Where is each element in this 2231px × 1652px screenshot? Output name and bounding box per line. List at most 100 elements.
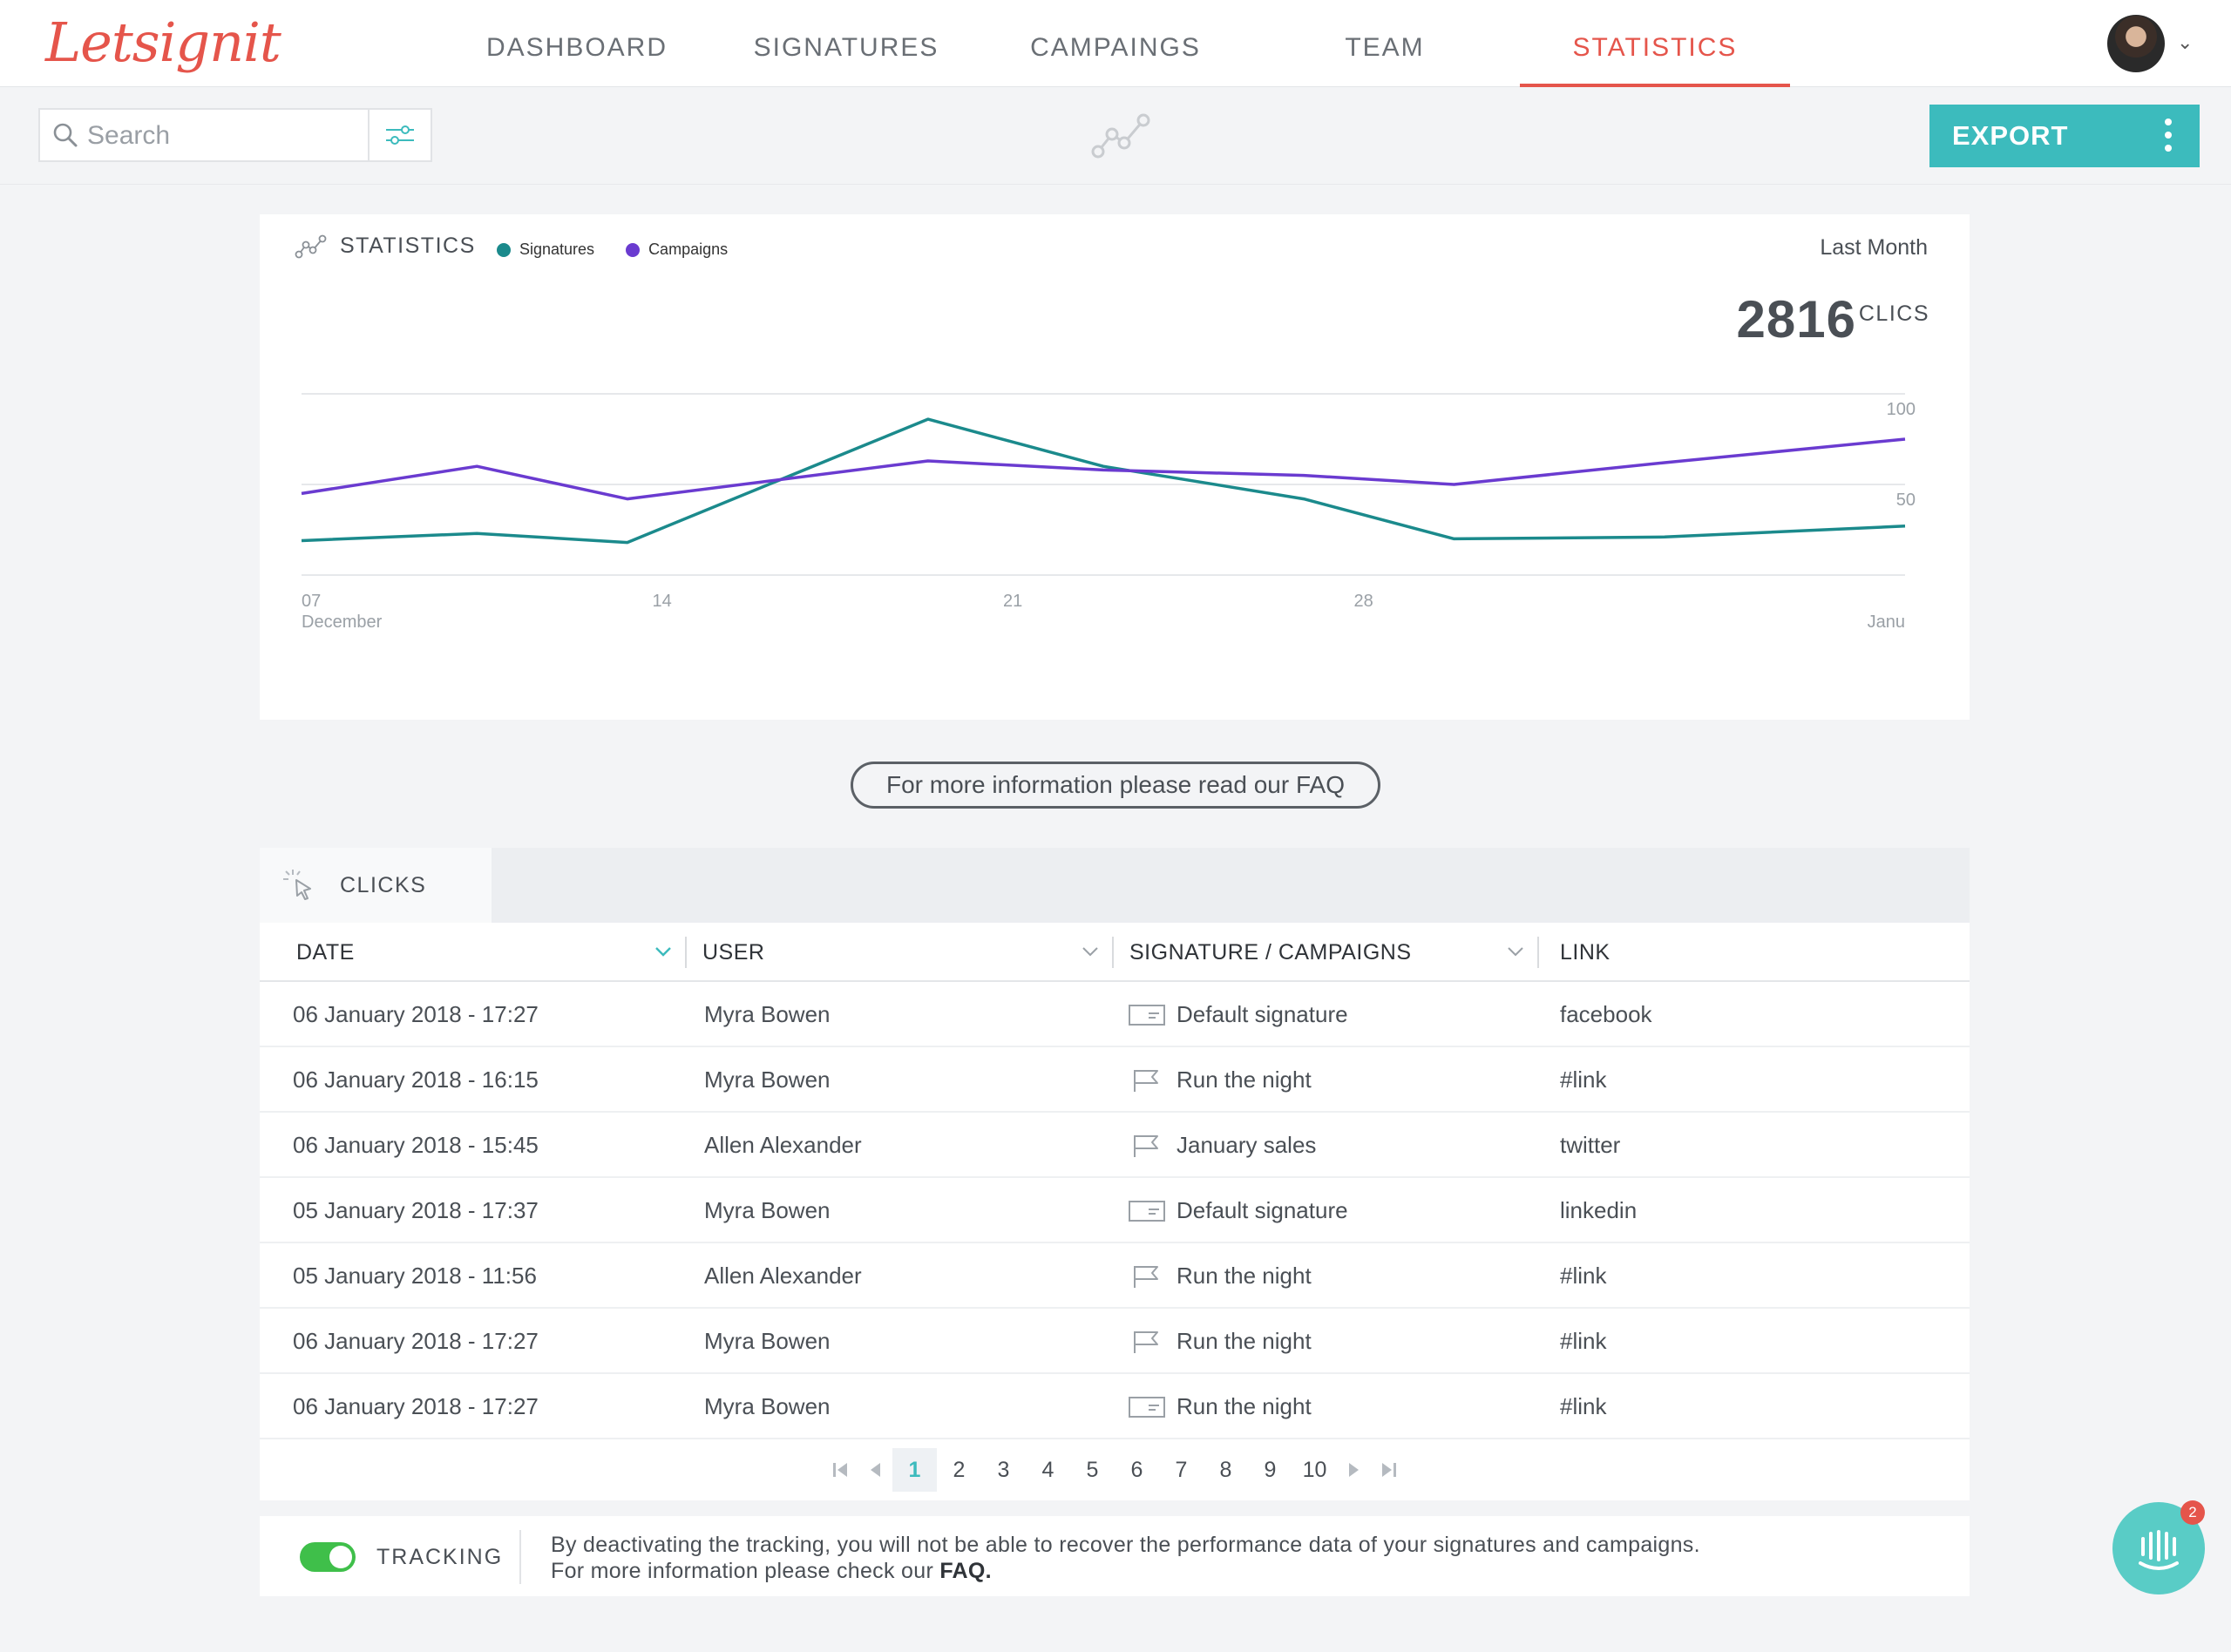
x-tick-label: 14 xyxy=(653,592,672,611)
cell-link[interactable]: linkedin xyxy=(1560,1197,1638,1223)
sort-chevron-icon[interactable] xyxy=(1081,942,1100,961)
page-number-7[interactable]: 7 xyxy=(1175,1458,1188,1482)
divider xyxy=(519,1530,521,1584)
previous-page-icon[interactable] xyxy=(858,1448,892,1492)
page-number-1[interactable]: 1 xyxy=(892,1448,937,1492)
top-navigation-bar: Letsignit DASHBOARD SIGNATURES CAMPAINGS… xyxy=(0,0,2231,87)
tab-clicks[interactable]: CLICKS xyxy=(260,848,492,923)
cell-date: 06 January 2018 - 15:45 xyxy=(293,1132,539,1158)
clicks-tab-label: CLICKS xyxy=(340,872,427,897)
sort-chevron-icon[interactable] xyxy=(654,942,673,961)
export-button[interactable]: EXPORT xyxy=(1929,105,2200,167)
tracking-faq-link[interactable]: FAQ. xyxy=(939,1559,992,1583)
nav-signatures[interactable]: SIGNATURES xyxy=(753,33,939,62)
cell-signature-campaign[interactable]: Run the night xyxy=(1177,1263,1312,1289)
table-header: DATE USER SIGNATURE / CAMPAIGNS LINK xyxy=(260,923,1970,982)
page-number-4[interactable]: 4 xyxy=(1041,1458,1054,1482)
nav-team[interactable]: TEAM xyxy=(1345,33,1425,62)
tracking-toggle[interactable] xyxy=(300,1542,356,1572)
table-row[interactable]: 05 January 2018 - 11:56 Allen Alexander Ru… xyxy=(260,1243,1970,1309)
tracking-description: By deactivating the tracking, you will n… xyxy=(551,1532,1700,1584)
x-tick-label: Janu xyxy=(1868,613,1905,632)
export-label: EXPORT xyxy=(1952,120,2069,151)
tracking-description-prefix: For more information please check our xyxy=(551,1559,940,1583)
sort-chevron-icon[interactable] xyxy=(1506,942,1525,961)
notification-badge: 2 xyxy=(2180,1500,2205,1525)
clicks-line-chart: 100 50 07 December 14 21 28 Janu xyxy=(301,393,1916,632)
signature-card-icon xyxy=(1129,1397,1165,1418)
cell-link[interactable]: #link xyxy=(1560,1328,1607,1354)
campaign-flag-icon xyxy=(1134,1266,1158,1288)
column-header-signature-campaigns[interactable]: SIGNATURE / CAMPAIGNS xyxy=(1129,940,1412,965)
next-page-icon[interactable] xyxy=(1337,1448,1372,1492)
search-input[interactable] xyxy=(87,118,357,153)
page-number-8[interactable]: 8 xyxy=(1219,1458,1232,1482)
tracking-bar: TRACKING By deactivating the tracking, y… xyxy=(260,1516,1970,1596)
chevron-down-icon[interactable]: ⌄ xyxy=(2177,31,2194,53)
cell-signature-campaign[interactable]: January sales xyxy=(1177,1132,1317,1158)
cell-date: 05 January 2018 - 11:56 xyxy=(293,1263,537,1289)
cell-link[interactable]: facebook xyxy=(1560,1001,1652,1027)
first-page-icon[interactable] xyxy=(823,1448,858,1492)
x-tick-label: 28 xyxy=(1354,592,1373,611)
signature-card-icon xyxy=(1129,1201,1165,1222)
campaign-flag-icon xyxy=(1134,1331,1158,1353)
legend-label: Signatures xyxy=(519,240,595,258)
page-number-2[interactable]: 2 xyxy=(953,1458,966,1482)
page-number-3[interactable]: 3 xyxy=(997,1458,1010,1482)
y-tick-label: 50 xyxy=(1896,491,1916,510)
legend-label: Campaigns xyxy=(648,240,729,258)
page-number-6[interactable]: 6 xyxy=(1130,1458,1143,1482)
cell-date: 06 January 2018 - 16:15 xyxy=(293,1066,539,1093)
cell-date: 05 January 2018 - 17:37 xyxy=(293,1197,539,1223)
total-clicks-value: 2816 xyxy=(1736,290,1856,349)
cell-signature-campaign[interactable]: Run the night xyxy=(1177,1393,1312,1419)
column-header-user[interactable]: USER xyxy=(702,940,765,965)
page-number-5[interactable]: 5 xyxy=(1086,1458,1099,1482)
statistics-graph-icon xyxy=(1091,113,1150,159)
cell-signature-campaign[interactable]: Default signature xyxy=(1177,1001,1348,1027)
series-line-signatures[interactable] xyxy=(301,417,1906,545)
cell-link[interactable]: twitter xyxy=(1560,1132,1621,1158)
last-page-icon[interactable] xyxy=(1372,1448,1407,1492)
table-row[interactable]: 06 January 2018 - 16:15 Myra Bowen Run the… xyxy=(260,1047,1970,1113)
nav-statistics[interactable]: STATISTICS xyxy=(1520,0,1790,87)
table-row[interactable]: 06 January 2018 - 17:27 Myra Bowen Run the… xyxy=(260,1374,1970,1439)
more-options-icon[interactable] xyxy=(2165,118,2173,153)
cell-link[interactable]: #link xyxy=(1560,1066,1607,1093)
page-number-10[interactable]: 10 xyxy=(1302,1458,1327,1482)
statistics-card: 100 50 07 December 14 21 28 Janu STATISTICS Sig… xyxy=(260,214,1970,720)
cell-signature-campaign[interactable]: Run the night xyxy=(1177,1066,1312,1093)
x-tick-sublabel: December xyxy=(302,613,383,632)
nav-campaings[interactable]: CAMPAINGS xyxy=(1030,33,1201,62)
legend-campaigns[interactable]: Campaigns xyxy=(626,240,728,259)
user-avatar[interactable] xyxy=(2107,15,2165,72)
cell-user: Myra Bowen xyxy=(704,1066,831,1093)
column-header-link[interactable]: LINK xyxy=(1560,940,1611,965)
cell-date: 06 January 2018 - 17:27 xyxy=(293,1001,539,1027)
chat-icon xyxy=(2139,1530,2179,1570)
letsignit-logo[interactable]: Letsignit xyxy=(45,10,281,74)
cell-signature-campaign[interactable]: Run the night xyxy=(1177,1328,1312,1354)
cell-link[interactable]: #link xyxy=(1560,1263,1607,1289)
nav-dashboard[interactable]: DASHBOARD xyxy=(485,33,668,62)
table-row[interactable]: 05 January 2018 - 17:37 Myra Bowen Default… xyxy=(260,1178,1970,1243)
faq-link-button[interactable]: For more information please read our FAQ xyxy=(851,762,1380,809)
table-row[interactable]: 06 January 2018 - 17:27 Myra Bowen Run the… xyxy=(260,1309,1970,1374)
cell-date: 06 January 2018 - 17:27 xyxy=(293,1393,539,1419)
filter-button[interactable] xyxy=(368,108,432,162)
table-row[interactable]: 06 January 2018 - 17:27 Myra Bowen Default… xyxy=(260,982,1970,1047)
column-header-date[interactable]: DATE xyxy=(296,940,355,965)
series-line-campaigns[interactable] xyxy=(301,437,1906,501)
tracking-label: TRACKING xyxy=(376,1545,504,1569)
y-tick-label: 100 xyxy=(1887,400,1916,419)
cell-link[interactable]: #link xyxy=(1560,1393,1607,1419)
clicks-table: DATE USER SIGNATURE / CAMPAIGNS LINK 06 … xyxy=(260,923,1970,1500)
legend-signatures[interactable]: Signatures xyxy=(497,240,594,259)
period-selector[interactable]: Last Month xyxy=(1820,235,1928,260)
sliders-icon xyxy=(386,125,414,145)
column-divider xyxy=(685,937,687,968)
cell-signature-campaign[interactable]: Default signature xyxy=(1177,1197,1348,1223)
table-row[interactable]: 06 January 2018 - 15:45 Allen Alexander Ja… xyxy=(260,1113,1970,1178)
page-number-9[interactable]: 9 xyxy=(1264,1458,1277,1482)
